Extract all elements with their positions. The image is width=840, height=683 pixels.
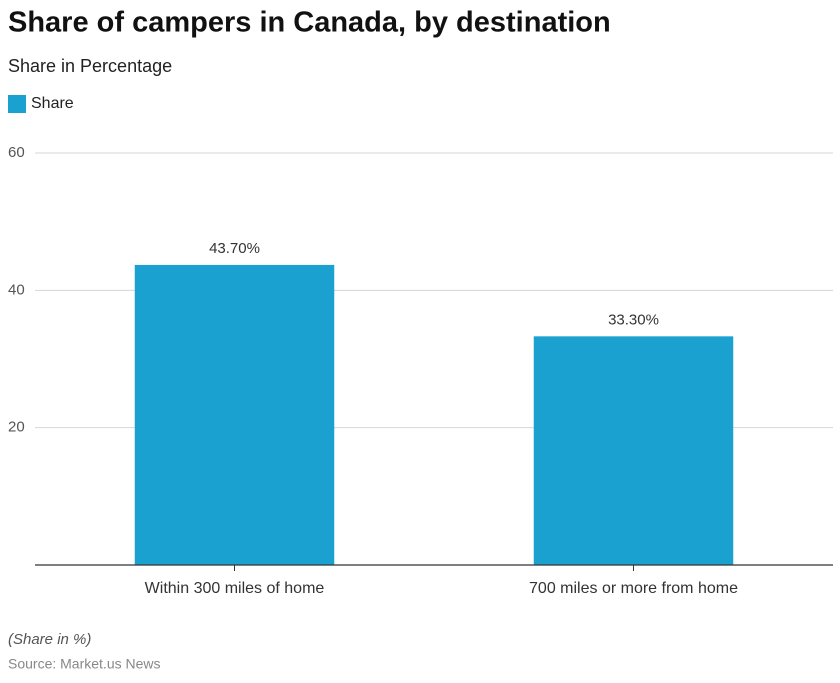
data-label: 43.70% <box>209 240 260 257</box>
y-tick-label: 20 <box>8 419 25 436</box>
x-tick-label: Within 300 miles of home <box>145 580 325 597</box>
footnote: (Share in %) <box>8 631 91 648</box>
chart-title: Share of campers in Canada, by destinati… <box>8 7 611 39</box>
bar <box>533 336 734 565</box>
y-tick-label: 60 <box>8 144 25 161</box>
legend-swatch <box>8 95 26 113</box>
x-tick-label: 700 miles or more from home <box>529 580 738 597</box>
y-tick-label: 40 <box>8 281 25 298</box>
source: Source: Market.us News <box>8 656 161 672</box>
bar <box>134 264 335 565</box>
legend-label: Share <box>31 95 74 112</box>
chart-subtitle: Share in Percentage <box>8 56 172 76</box>
data-label: 33.30% <box>608 311 659 328</box>
